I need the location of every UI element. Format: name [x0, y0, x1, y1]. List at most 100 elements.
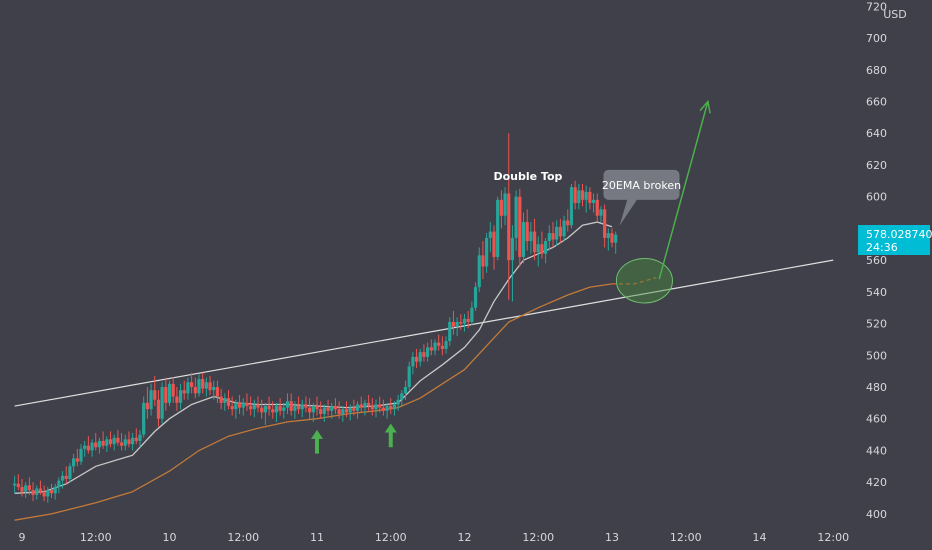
ema-slow-projection — [612, 276, 657, 285]
y-tick-label: 520 — [866, 318, 887, 331]
candle-body — [573, 187, 577, 204]
candle — [558, 218, 562, 243]
candle-body — [149, 390, 153, 410]
candle — [182, 380, 186, 400]
candle — [127, 431, 131, 448]
candle — [562, 215, 566, 242]
candle-body — [204, 382, 208, 389]
candle-body — [470, 307, 474, 322]
candle — [112, 434, 116, 451]
candle — [60, 471, 65, 489]
candle — [263, 402, 267, 426]
x-tick-label: 14 — [753, 531, 767, 544]
candle-body — [13, 483, 17, 486]
candle-body — [142, 402, 146, 435]
y-tick-label: 440 — [866, 444, 887, 457]
candle — [459, 314, 463, 330]
candle-body — [422, 352, 426, 357]
candle — [164, 377, 168, 411]
currency-label: USD — [883, 8, 907, 21]
candle-body — [68, 466, 72, 480]
candle-body — [182, 390, 186, 394]
candle-body — [296, 406, 301, 410]
y-tick-label: 660 — [866, 96, 887, 109]
projection-arrow-line — [658, 101, 709, 280]
x-tick-label: 11 — [310, 531, 324, 544]
candle-body — [75, 458, 79, 462]
candle — [31, 482, 35, 502]
candle — [606, 228, 610, 251]
candle-body — [525, 222, 529, 242]
candle — [219, 388, 223, 410]
candle — [186, 377, 190, 400]
candle — [499, 190, 503, 229]
candle-body — [518, 196, 522, 257]
candle — [282, 402, 286, 419]
y-tick-label: 680 — [866, 64, 887, 77]
candle-body — [544, 241, 548, 254]
candle — [308, 398, 312, 419]
candle-body — [249, 406, 253, 410]
candle-body — [562, 220, 566, 237]
candle-body — [42, 491, 46, 497]
candle — [204, 377, 208, 397]
candle-body — [440, 345, 444, 349]
candle-body — [426, 347, 430, 357]
candle — [72, 453, 76, 473]
x-tick-label: 12:00 — [227, 531, 259, 544]
candle-body — [381, 407, 385, 411]
x-tick-label: 12:00 — [375, 531, 407, 544]
candle — [341, 406, 345, 422]
ema-broken-callout — [603, 169, 680, 200]
candle — [223, 393, 227, 411]
candle — [315, 396, 319, 416]
candle — [38, 480, 43, 495]
candle-body — [72, 458, 76, 467]
candle — [437, 334, 441, 351]
candle-body — [64, 475, 68, 480]
candle-body — [131, 437, 135, 445]
candle-body — [521, 222, 526, 257]
candle-body — [256, 404, 260, 408]
candle-body — [588, 191, 592, 204]
candle-body — [138, 434, 142, 441]
candle-body — [212, 387, 216, 391]
candle — [108, 431, 113, 448]
candle — [573, 180, 577, 210]
candle-body — [411, 356, 415, 367]
candle — [285, 393, 290, 414]
candle — [178, 383, 183, 410]
candle-body — [473, 287, 478, 308]
candle — [311, 402, 315, 422]
candle-body — [407, 366, 411, 388]
candle — [156, 390, 161, 427]
candle — [462, 314, 467, 332]
x-tick-label: 12:00 — [670, 531, 702, 544]
candle-body — [304, 404, 308, 408]
candle-body — [514, 196, 518, 238]
candle-body — [300, 404, 304, 410]
candle-body — [201, 379, 205, 389]
candle — [230, 396, 234, 416]
current-price-badge-bg — [858, 225, 930, 255]
trendline-layer — [14, 259, 834, 407]
candle-body — [414, 356, 419, 362]
candle — [123, 434, 127, 451]
candle — [555, 220, 559, 246]
candle-body — [503, 193, 507, 216]
candle-body — [112, 437, 116, 445]
annotation-layer: Double Top 20EMA broken — [311, 99, 711, 454]
candle-body — [27, 485, 31, 491]
candle — [595, 193, 599, 223]
candle — [79, 444, 83, 465]
candle — [94, 433, 98, 451]
candle-body — [348, 407, 352, 413]
candle — [319, 401, 323, 419]
candle-body — [606, 233, 610, 238]
candle — [551, 222, 555, 248]
candle — [68, 463, 72, 483]
candle-body — [400, 393, 404, 400]
candle-body — [536, 244, 540, 253]
